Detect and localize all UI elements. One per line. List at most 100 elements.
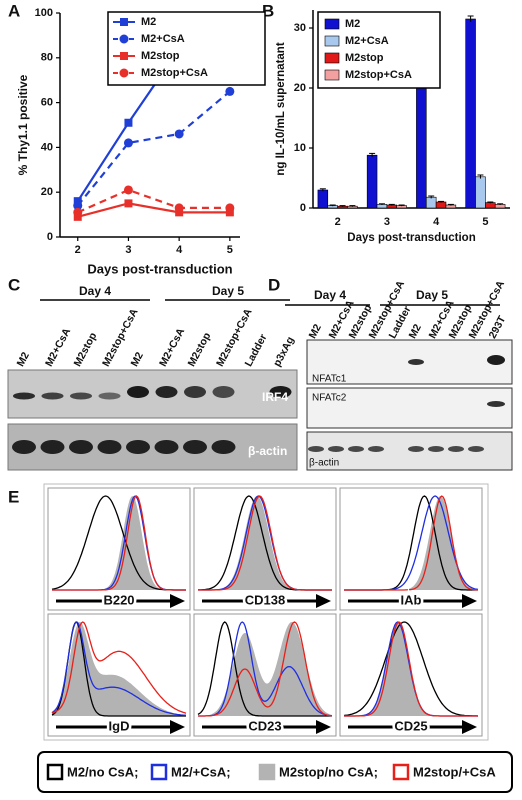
marker xyxy=(124,199,133,208)
blot-band xyxy=(487,355,505,365)
blot-band xyxy=(69,440,93,454)
marker xyxy=(225,203,235,213)
blot-band xyxy=(184,386,206,398)
histogram-fill xyxy=(198,622,332,716)
bar xyxy=(317,189,329,209)
marker-label: CD25 xyxy=(394,718,427,733)
legend-marker xyxy=(119,34,129,44)
blot-band xyxy=(70,392,92,400)
arrow-head xyxy=(462,720,477,734)
bar xyxy=(465,18,476,209)
legend-label: M2+CsA xyxy=(345,35,389,47)
marker xyxy=(123,185,133,195)
blot-band xyxy=(212,386,235,398)
legend-label: M2/+CsA; xyxy=(171,764,231,779)
legend-label: M2stop+CsA xyxy=(345,69,412,81)
error-bar xyxy=(477,174,484,179)
blot-band xyxy=(97,440,122,454)
blot-band xyxy=(127,386,149,398)
band-label: NFATc1 xyxy=(312,374,347,385)
x-axis-title: Days post-transduction xyxy=(347,232,475,244)
y-tick-label: 20 xyxy=(294,82,306,94)
legend-label: M2stop/no CsA; xyxy=(279,764,378,779)
error-bar xyxy=(369,152,376,157)
histogram-frame xyxy=(43,483,489,741)
histogram-line xyxy=(344,621,478,717)
marker-label: IAb xyxy=(401,592,422,607)
marker-label: CD23 xyxy=(248,718,281,733)
panel-label: E xyxy=(8,487,19,506)
legend-swatch xyxy=(324,69,340,81)
blot-band xyxy=(308,446,324,452)
y-axis-title: % Thy1.1 positive xyxy=(16,74,30,175)
error-bar xyxy=(339,205,346,207)
y-tick-label: 20 xyxy=(41,186,53,198)
blot-band xyxy=(155,386,178,398)
x-tick-label: 5 xyxy=(227,244,233,256)
y-tick-label: 80 xyxy=(41,52,53,64)
series-line xyxy=(77,202,230,218)
legend-swatch xyxy=(46,763,64,781)
marker xyxy=(73,201,83,211)
marker xyxy=(225,86,235,96)
band-label: IRF4 xyxy=(262,390,288,404)
marker-label: IgD xyxy=(109,718,130,733)
y-tick-label: 0 xyxy=(47,231,53,243)
x-tick-label: 4 xyxy=(176,244,183,256)
histogram-line xyxy=(198,621,333,717)
blot-band xyxy=(269,386,292,398)
legend-label: M2stop+CsA xyxy=(141,67,208,79)
bar xyxy=(475,176,486,209)
legend-label: M2/no CsA; xyxy=(67,764,139,779)
legend-marker xyxy=(119,68,129,78)
histogram-line xyxy=(198,621,333,717)
error-bar xyxy=(388,203,395,206)
error-bar xyxy=(487,201,494,204)
x-tick-label: 2 xyxy=(75,244,81,256)
y-tick-label: 40 xyxy=(41,141,53,153)
x-tick-label: 3 xyxy=(384,216,390,228)
legend-swatch xyxy=(392,763,410,781)
y-tick-label: 10 xyxy=(294,142,306,154)
histogram-line xyxy=(51,621,187,714)
blot-band xyxy=(428,446,444,452)
group-label: Day 4 xyxy=(314,288,346,302)
marker xyxy=(124,118,133,127)
blot-band xyxy=(408,446,424,452)
bar xyxy=(485,202,496,209)
y-tick-label: 30 xyxy=(294,22,306,34)
blot-band xyxy=(448,446,464,452)
blot-band xyxy=(468,446,484,452)
bar xyxy=(435,201,447,209)
series-line xyxy=(76,90,231,207)
bar xyxy=(416,68,427,209)
histogram-fill xyxy=(52,496,186,590)
blot-band xyxy=(408,359,424,365)
legend-label: M2 xyxy=(345,18,360,30)
blot xyxy=(306,387,513,429)
blot-band xyxy=(40,440,65,454)
series-line xyxy=(77,188,230,214)
marker-label: CD138 xyxy=(245,592,285,607)
blot-band xyxy=(98,392,121,400)
error-bar xyxy=(398,204,405,207)
legend-swatch xyxy=(324,18,340,30)
histogram-fill xyxy=(344,622,478,716)
error-bar xyxy=(319,188,326,192)
panel-label: C xyxy=(8,275,20,294)
panel-label: A xyxy=(8,1,20,20)
arrow-head xyxy=(316,594,331,608)
marker xyxy=(123,138,133,148)
legend-label: M2 xyxy=(141,16,156,28)
y-axis-title: ng IL-10/mL supernatant xyxy=(275,42,287,176)
error-bar xyxy=(467,15,474,22)
histogram-line xyxy=(51,621,187,716)
group-label: Day 5 xyxy=(416,288,448,302)
y-tick-label: 60 xyxy=(41,97,53,109)
legend-swatch xyxy=(324,35,340,47)
blot-band xyxy=(348,446,364,452)
band-label: NFATc2 xyxy=(312,393,347,404)
error-bar xyxy=(349,205,356,207)
y-tick-label: 0 xyxy=(300,202,306,214)
